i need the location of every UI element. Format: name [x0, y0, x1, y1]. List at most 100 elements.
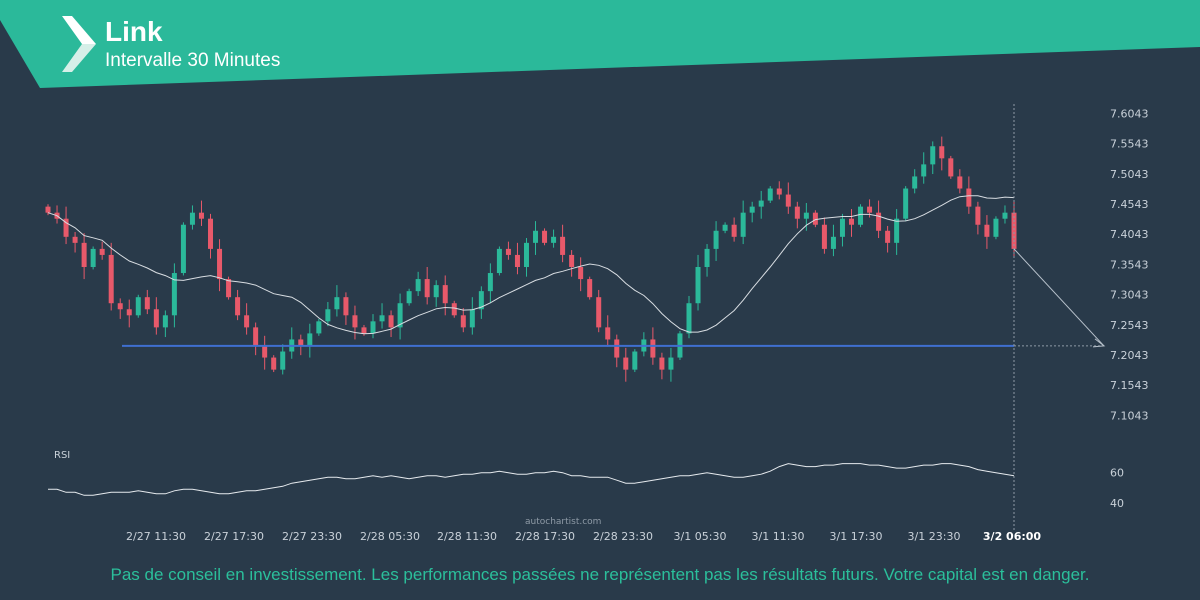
price-axis: 7.6043 7.5543 7.5043 7.4543 7.4043 7.3543 7.30…: [1110, 107, 1149, 422]
price-tick-label: 7.1543: [1110, 379, 1149, 392]
candle-body: [208, 218, 214, 249]
candle-body: [984, 224, 990, 237]
candle-body: [135, 297, 141, 316]
candle-body: [578, 267, 584, 280]
rsi-line: [48, 463, 1015, 496]
candle-body: [226, 279, 232, 298]
candle-body: [1011, 212, 1017, 249]
candle-body: [614, 339, 620, 358]
candle-body: [596, 297, 602, 328]
candle-body: [514, 254, 520, 267]
price-tick-label: 7.5543: [1110, 138, 1149, 151]
candle-body: [45, 206, 51, 213]
candle-body: [370, 321, 376, 334]
price-tick-label: 7.3043: [1110, 289, 1149, 302]
candle-body: [975, 206, 981, 225]
watermark-text: autochartist.com: [525, 517, 601, 527]
candle-body: [794, 206, 800, 219]
candle-body: [325, 309, 331, 322]
candle-body: [144, 297, 150, 310]
candle-body: [90, 248, 96, 267]
price-tick-label: 7.6043: [1110, 107, 1149, 120]
time-tick-label: 2/27 23:30: [282, 530, 342, 543]
price-tick-label: 7.2043: [1110, 349, 1149, 362]
candle-body: [650, 339, 656, 358]
candle-body: [271, 357, 277, 370]
candle-body: [478, 291, 484, 310]
candle-body: [993, 218, 999, 237]
candle-body: [930, 146, 936, 165]
autochartist-logo-icon: [62, 16, 96, 72]
candle-body: [253, 327, 259, 346]
time-tick-label: 2/28 17:30: [515, 530, 575, 543]
candle-body: [876, 212, 882, 231]
candle-body: [839, 218, 845, 237]
candle-body: [569, 254, 575, 267]
candle-body: [523, 242, 529, 267]
candle-body: [180, 224, 186, 274]
rsi-tick-label: 60: [1110, 467, 1124, 480]
candle-body: [397, 303, 403, 328]
candle-body: [108, 254, 114, 304]
candle-body: [81, 242, 87, 267]
candle-body: [117, 303, 123, 310]
candle-body: [939, 146, 945, 159]
candle-body: [632, 351, 638, 370]
candle-body: [352, 315, 358, 328]
candle-body: [280, 351, 286, 370]
candle-body: [560, 236, 566, 255]
candle-body: [722, 224, 728, 231]
candle-body: [307, 333, 313, 346]
candle-body: [298, 339, 304, 346]
candles-group: [45, 136, 1017, 382]
price-tick-label: 7.1043: [1110, 409, 1149, 422]
candle-body: [713, 230, 719, 249]
candle-body: [848, 218, 854, 225]
moving-average-line: [47, 195, 1015, 335]
candle-body: [758, 200, 764, 207]
candle-body: [731, 224, 737, 237]
candle-body: [406, 291, 412, 304]
candle-body: [72, 236, 78, 243]
candle-body: [966, 188, 972, 207]
candle-body: [469, 309, 475, 328]
interval-subtitle: Intervalle 30 Minutes: [105, 50, 281, 71]
candle-body: [587, 279, 593, 298]
price-tick-label: 7.4043: [1110, 228, 1149, 241]
rsi-tick-label: 40: [1110, 497, 1124, 510]
rsi-panel: RSI 60 40 autochartist.com: [48, 450, 1124, 527]
candle-body: [749, 206, 755, 213]
candle-body: [361, 327, 367, 334]
candle-body: [162, 315, 168, 328]
instrument-title: Link: [105, 16, 163, 47]
candle-body: [776, 188, 782, 195]
risk-disclaimer: Pas de conseil en investissement. Les pe…: [110, 565, 1090, 584]
candle-body: [334, 297, 340, 310]
candle-body: [903, 188, 909, 219]
candle-body: [171, 273, 177, 316]
candle-body: [885, 230, 891, 243]
candle-body: [433, 285, 439, 298]
candle-body: [803, 212, 809, 219]
rsi-label: RSI: [54, 450, 70, 461]
time-tick-label: 2/27 17:30: [204, 530, 264, 543]
candle-body: [542, 230, 548, 243]
candle-body: [533, 230, 539, 243]
time-tick-label: 3/1 11:30: [752, 530, 805, 543]
candle-body: [379, 315, 385, 322]
candle-body: [153, 309, 159, 328]
price-tick-label: 7.4543: [1110, 198, 1149, 211]
candle-body: [217, 248, 223, 280]
time-tick-label: 3/1 17:30: [830, 530, 883, 543]
candle-body: [704, 248, 710, 267]
candle-body: [821, 224, 827, 249]
candle-body: [126, 309, 132, 316]
overlays-group: [47, 104, 1106, 530]
time-tick-label: 2/28 11:30: [437, 530, 497, 543]
candle-body: [487, 273, 493, 292]
candle-body: [424, 279, 430, 298]
candle-body: [496, 248, 502, 274]
candle-body: [505, 248, 511, 255]
candle-body: [415, 279, 421, 292]
price-chart: 7.6043 7.5543 7.5043 7.4543 7.4043 7.3543 7.30…: [45, 104, 1149, 543]
